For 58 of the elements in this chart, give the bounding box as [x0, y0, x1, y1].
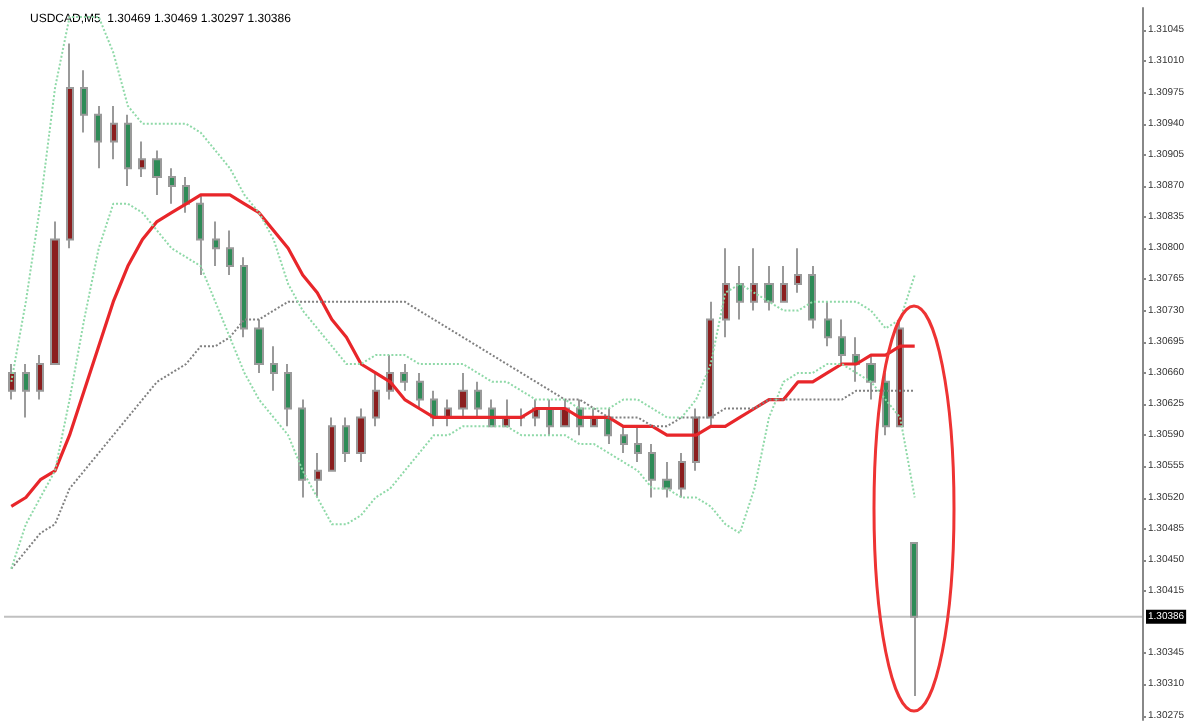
candlestick — [866, 354, 876, 401]
candlestick — [780, 265, 788, 303]
candlestick — [416, 371, 424, 410]
candlestick — [372, 371, 380, 428]
line-series — [9, 193, 917, 508]
candlestick — [36, 354, 44, 401]
candlestick — [824, 300, 832, 348]
candlestick — [182, 176, 190, 214]
candlestick — [648, 443, 656, 499]
candlestick — [474, 380, 482, 419]
candlestick — [794, 247, 802, 294]
candlestick — [254, 318, 264, 374]
candlestick — [152, 149, 162, 196]
candlestick — [444, 398, 452, 428]
candlestick — [634, 425, 642, 463]
candlestick — [212, 220, 220, 268]
candlestick — [124, 113, 132, 187]
candlestick — [808, 265, 816, 330]
candlestick — [342, 416, 350, 463]
candlestick — [196, 193, 204, 276]
candlestick — [896, 318, 904, 428]
candlestick — [168, 167, 176, 205]
line-series — [10, 15, 916, 419]
candlestick — [226, 229, 234, 276]
candlestick — [722, 247, 730, 339]
candlestick — [298, 398, 306, 499]
candlestick — [604, 407, 612, 446]
candlestick — [910, 541, 918, 697]
candlestick — [328, 416, 336, 472]
candlestick — [706, 300, 714, 428]
candlestick — [662, 460, 672, 499]
candlestick — [400, 363, 408, 392]
candlestick — [546, 398, 554, 437]
candlestick — [94, 104, 102, 170]
candlestick — [764, 265, 774, 312]
candlestick — [620, 425, 628, 454]
candlestick — [8, 363, 16, 401]
candlestick — [50, 220, 60, 365]
line-series — [10, 300, 916, 570]
candlestick — [138, 140, 146, 179]
candlestick — [882, 371, 890, 437]
candlestick — [356, 407, 366, 463]
candlestick — [736, 265, 744, 321]
candlestick — [110, 104, 118, 161]
candlestick — [66, 42, 74, 250]
candlestick — [678, 452, 686, 499]
line-series — [10, 202, 916, 570]
candlestick — [22, 363, 30, 419]
candlestick — [458, 371, 468, 419]
candlestick — [80, 69, 88, 134]
candlestick — [284, 363, 292, 428]
candlestick — [838, 318, 846, 365]
candlestick — [270, 345, 278, 392]
candlestick — [692, 407, 700, 472]
candlestick — [430, 389, 438, 428]
candlestick — [314, 452, 322, 499]
candlestick — [750, 247, 758, 312]
candlestick — [240, 256, 248, 339]
